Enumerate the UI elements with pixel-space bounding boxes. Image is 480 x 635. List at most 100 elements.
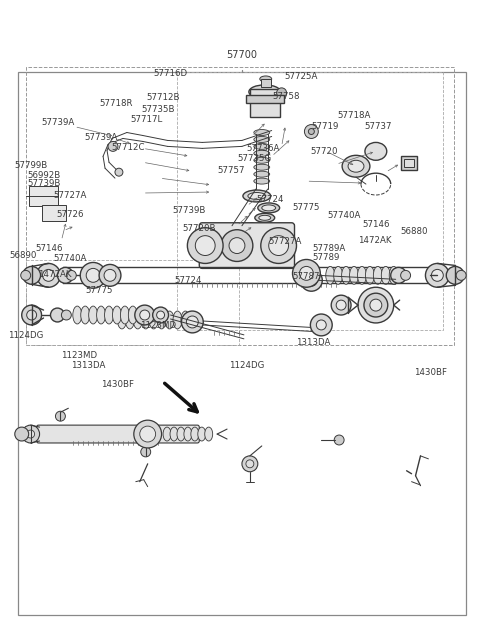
Circle shape bbox=[334, 435, 344, 445]
Circle shape bbox=[300, 267, 313, 280]
Text: 57718R: 57718R bbox=[99, 99, 132, 108]
Ellipse shape bbox=[243, 190, 271, 202]
Circle shape bbox=[311, 314, 332, 336]
Circle shape bbox=[80, 262, 106, 288]
Circle shape bbox=[305, 274, 317, 286]
Text: 1124DG: 1124DG bbox=[229, 361, 264, 370]
Circle shape bbox=[336, 300, 346, 310]
Bar bbox=[250, 89, 280, 117]
Text: 1313DA: 1313DA bbox=[72, 361, 106, 370]
Ellipse shape bbox=[254, 164, 270, 170]
Text: 57757: 57757 bbox=[217, 166, 245, 175]
Circle shape bbox=[308, 128, 314, 135]
Circle shape bbox=[108, 142, 118, 151]
Ellipse shape bbox=[112, 306, 121, 324]
FancyBboxPatch shape bbox=[199, 223, 295, 269]
Ellipse shape bbox=[89, 306, 97, 324]
Circle shape bbox=[316, 320, 326, 330]
Circle shape bbox=[358, 287, 394, 323]
Text: 1472AK: 1472AK bbox=[358, 236, 392, 245]
Circle shape bbox=[104, 269, 116, 281]
Text: 57739A: 57739A bbox=[84, 133, 117, 142]
Circle shape bbox=[134, 420, 162, 448]
Text: 57739B: 57739B bbox=[28, 179, 61, 188]
Ellipse shape bbox=[191, 427, 199, 441]
Ellipse shape bbox=[184, 427, 192, 441]
Ellipse shape bbox=[128, 306, 137, 324]
Ellipse shape bbox=[259, 215, 271, 220]
Ellipse shape bbox=[389, 267, 398, 284]
Text: 57789A: 57789A bbox=[312, 244, 346, 253]
Ellipse shape bbox=[254, 137, 270, 142]
Text: 57739B: 57739B bbox=[172, 206, 206, 215]
Text: 57717L: 57717L bbox=[130, 115, 162, 124]
Text: 57736A: 57736A bbox=[247, 144, 280, 153]
Ellipse shape bbox=[125, 311, 134, 329]
Circle shape bbox=[292, 260, 320, 287]
Circle shape bbox=[195, 236, 215, 255]
Ellipse shape bbox=[248, 192, 266, 199]
Ellipse shape bbox=[254, 157, 270, 163]
Ellipse shape bbox=[254, 150, 270, 156]
Ellipse shape bbox=[342, 267, 350, 284]
Ellipse shape bbox=[120, 306, 129, 324]
Circle shape bbox=[99, 264, 121, 286]
Circle shape bbox=[21, 271, 31, 280]
Circle shape bbox=[370, 299, 382, 311]
Circle shape bbox=[425, 264, 449, 287]
Ellipse shape bbox=[342, 156, 370, 177]
Text: 57725A: 57725A bbox=[285, 72, 318, 81]
Ellipse shape bbox=[163, 427, 171, 441]
Circle shape bbox=[364, 293, 388, 317]
Ellipse shape bbox=[177, 427, 185, 441]
Ellipse shape bbox=[262, 205, 276, 211]
FancyBboxPatch shape bbox=[36, 425, 199, 443]
Text: 56890: 56890 bbox=[10, 251, 37, 260]
Circle shape bbox=[66, 271, 76, 280]
Bar bbox=[42, 205, 66, 221]
Circle shape bbox=[153, 307, 168, 323]
Text: 1313DA: 1313DA bbox=[296, 338, 331, 347]
Circle shape bbox=[181, 311, 203, 333]
Text: 57727A: 57727A bbox=[268, 237, 301, 246]
Text: 57720B: 57720B bbox=[182, 224, 216, 233]
Text: 57724: 57724 bbox=[175, 276, 203, 286]
Circle shape bbox=[391, 267, 407, 283]
Circle shape bbox=[61, 310, 72, 320]
Ellipse shape bbox=[255, 213, 275, 222]
Circle shape bbox=[432, 269, 444, 281]
Text: 57716D: 57716D bbox=[153, 69, 187, 78]
Ellipse shape bbox=[105, 306, 113, 324]
Text: 57740A: 57740A bbox=[328, 211, 361, 220]
Circle shape bbox=[23, 267, 41, 284]
Text: 1430BF: 1430BF bbox=[101, 380, 134, 389]
Ellipse shape bbox=[373, 267, 382, 284]
Text: 57789: 57789 bbox=[312, 253, 340, 262]
Text: 57775: 57775 bbox=[85, 286, 112, 295]
Ellipse shape bbox=[165, 311, 174, 329]
Ellipse shape bbox=[173, 311, 182, 329]
Ellipse shape bbox=[258, 203, 280, 213]
Circle shape bbox=[50, 308, 64, 322]
Bar bbox=[246, 95, 284, 103]
Text: 1124DG: 1124DG bbox=[8, 331, 43, 340]
Circle shape bbox=[156, 311, 165, 319]
Text: 57787: 57787 bbox=[293, 272, 320, 281]
Text: 57737: 57737 bbox=[364, 122, 392, 131]
Circle shape bbox=[186, 316, 198, 328]
Bar bbox=[404, 159, 414, 167]
Text: 57735G: 57735G bbox=[237, 154, 271, 163]
Ellipse shape bbox=[381, 267, 390, 284]
Circle shape bbox=[141, 447, 151, 457]
Circle shape bbox=[446, 267, 464, 284]
Text: 57718A: 57718A bbox=[337, 110, 371, 120]
Text: 56880: 56880 bbox=[400, 227, 428, 236]
Ellipse shape bbox=[254, 171, 270, 177]
Circle shape bbox=[187, 228, 223, 264]
Text: 1123MD: 1123MD bbox=[140, 321, 176, 330]
Ellipse shape bbox=[170, 427, 178, 441]
Ellipse shape bbox=[149, 311, 158, 329]
Ellipse shape bbox=[365, 267, 374, 284]
Circle shape bbox=[300, 269, 322, 291]
Ellipse shape bbox=[157, 311, 166, 329]
